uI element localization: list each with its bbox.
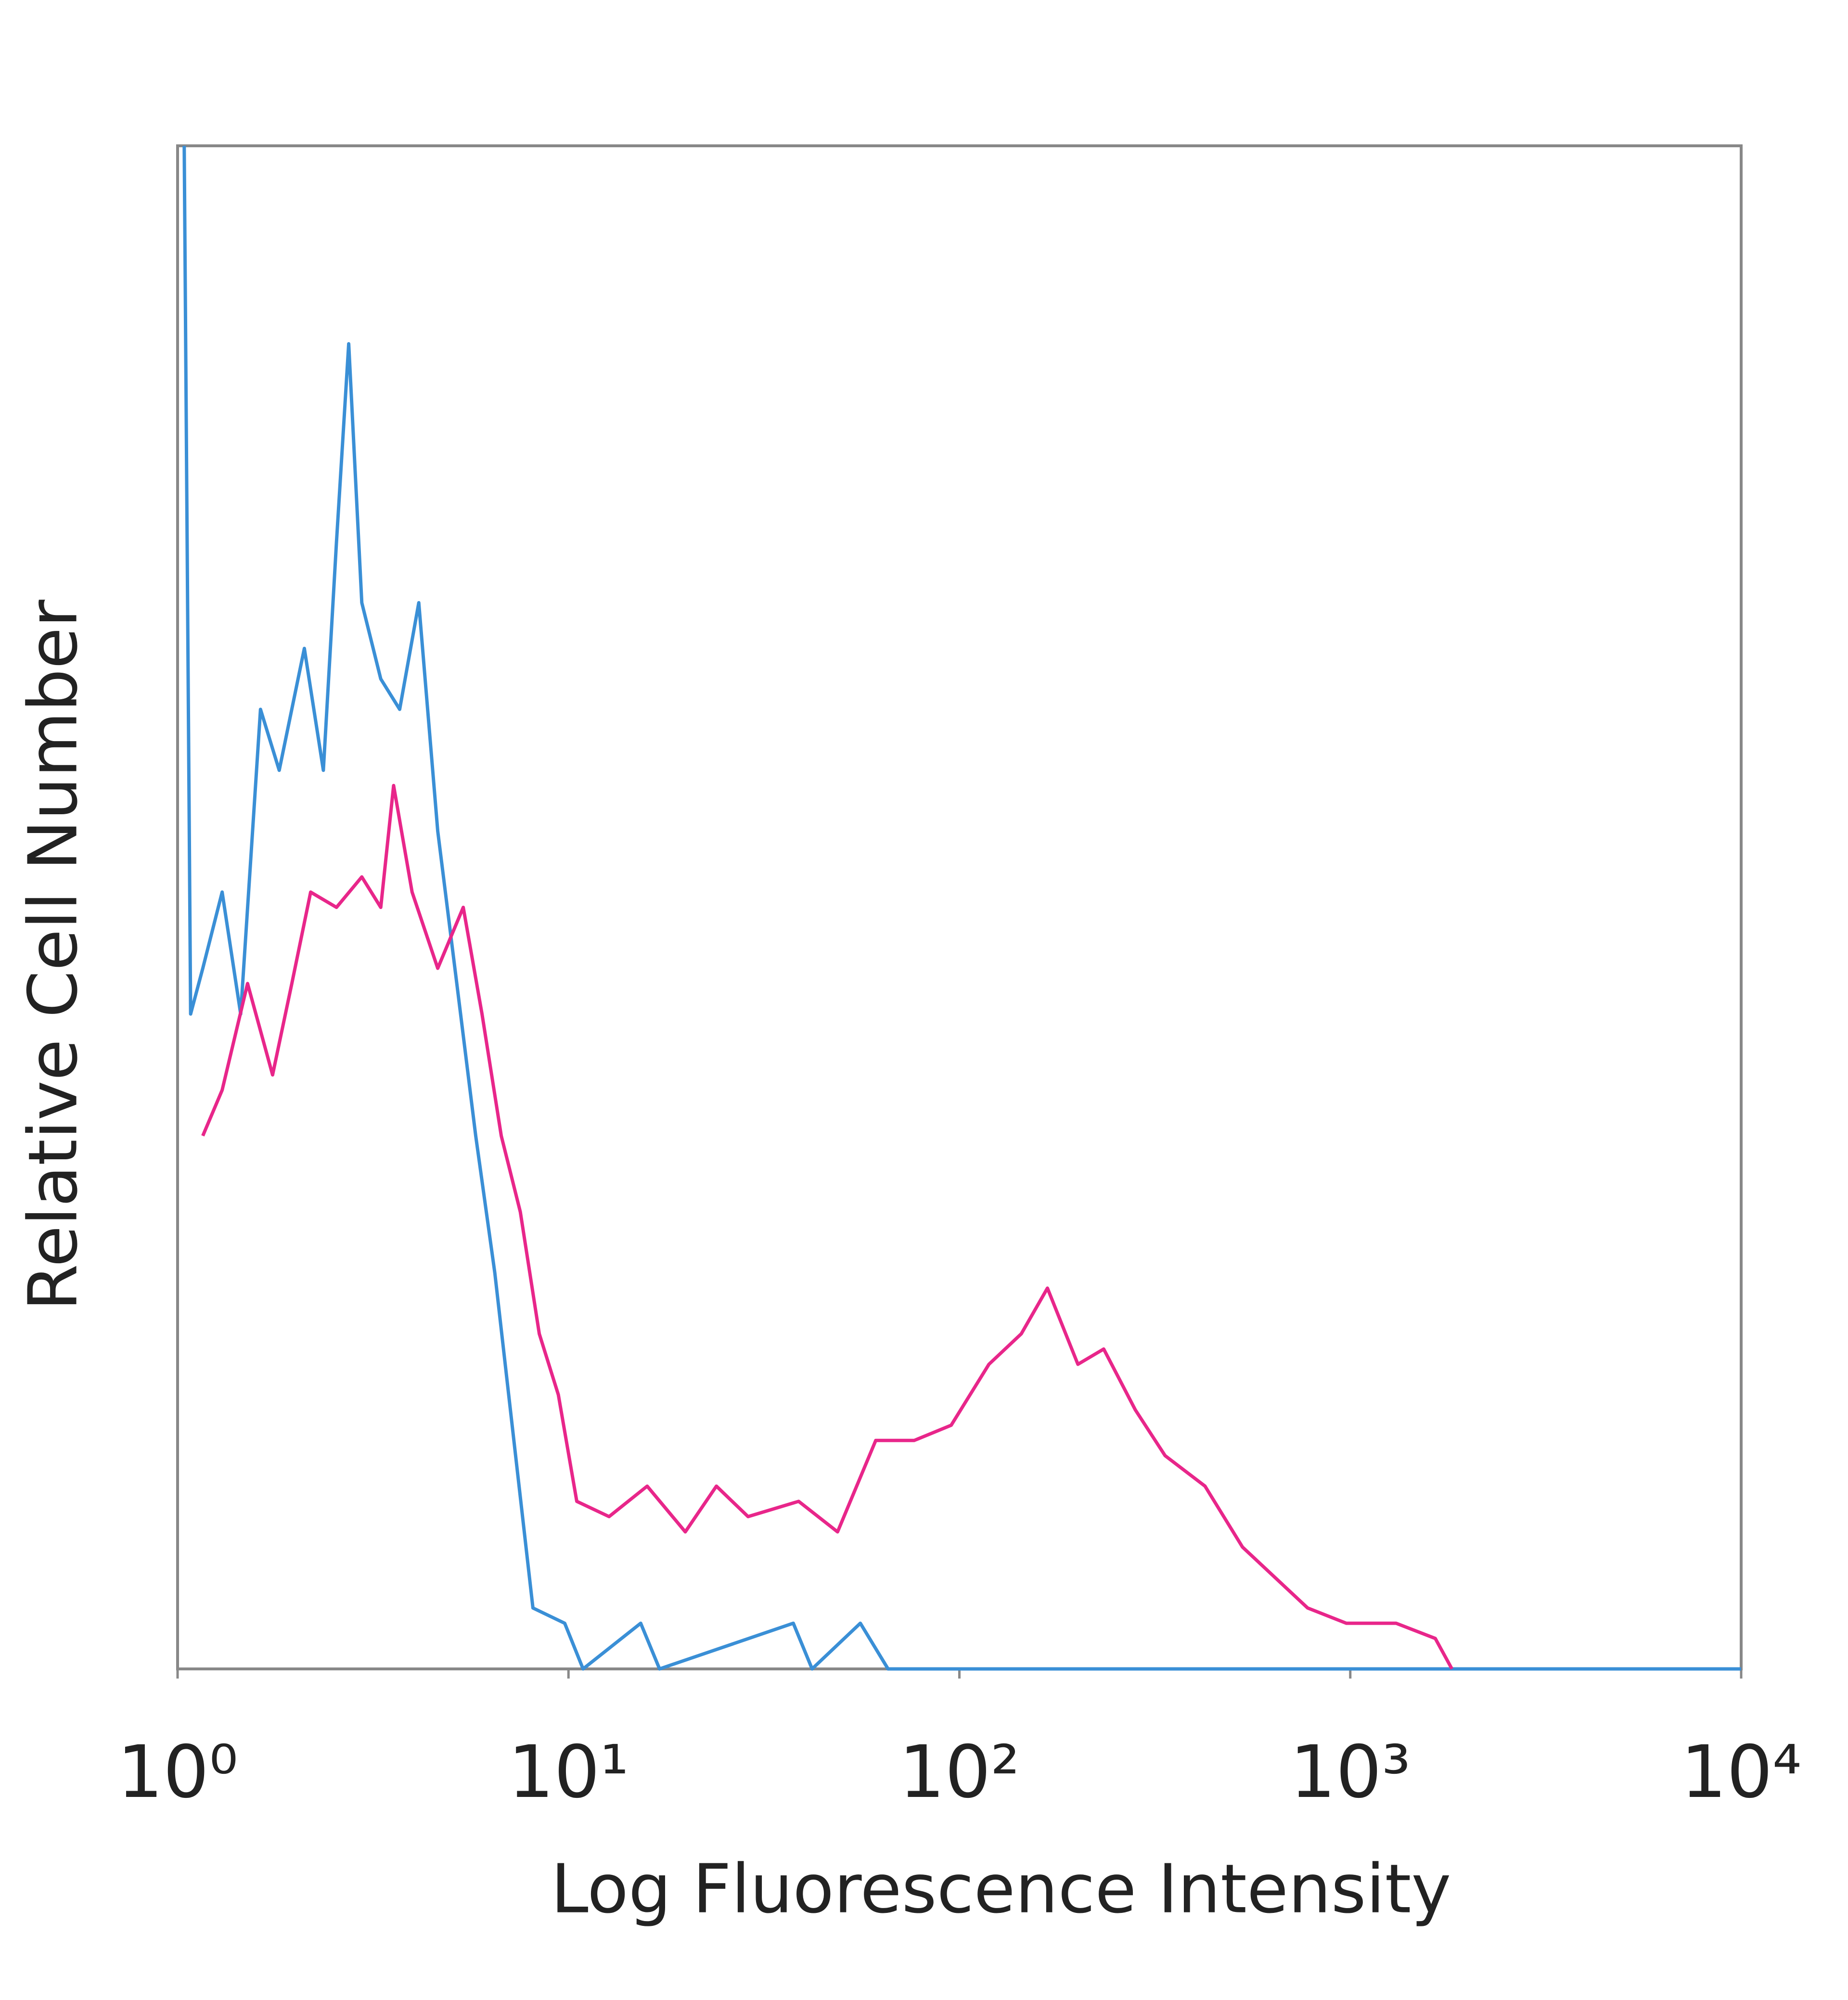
x-tick-label: 10⁰ — [117, 1731, 238, 1814]
histogram-line — [201, 783, 1454, 1670]
histogram-line — [182, 145, 1741, 1671]
x-tick-label: 10⁴ — [1681, 1731, 1801, 1814]
x-tick-label: 10³ — [1290, 1731, 1411, 1814]
plot-frame — [176, 144, 1743, 1670]
x-axis-label: Log Fluorescence Intensity — [551, 1850, 1451, 1929]
y-axis-label: Relative Cell Number — [14, 600, 93, 1311]
x-tick-label: 10¹ — [508, 1731, 629, 1814]
x-tick-label: 10² — [899, 1731, 1020, 1814]
